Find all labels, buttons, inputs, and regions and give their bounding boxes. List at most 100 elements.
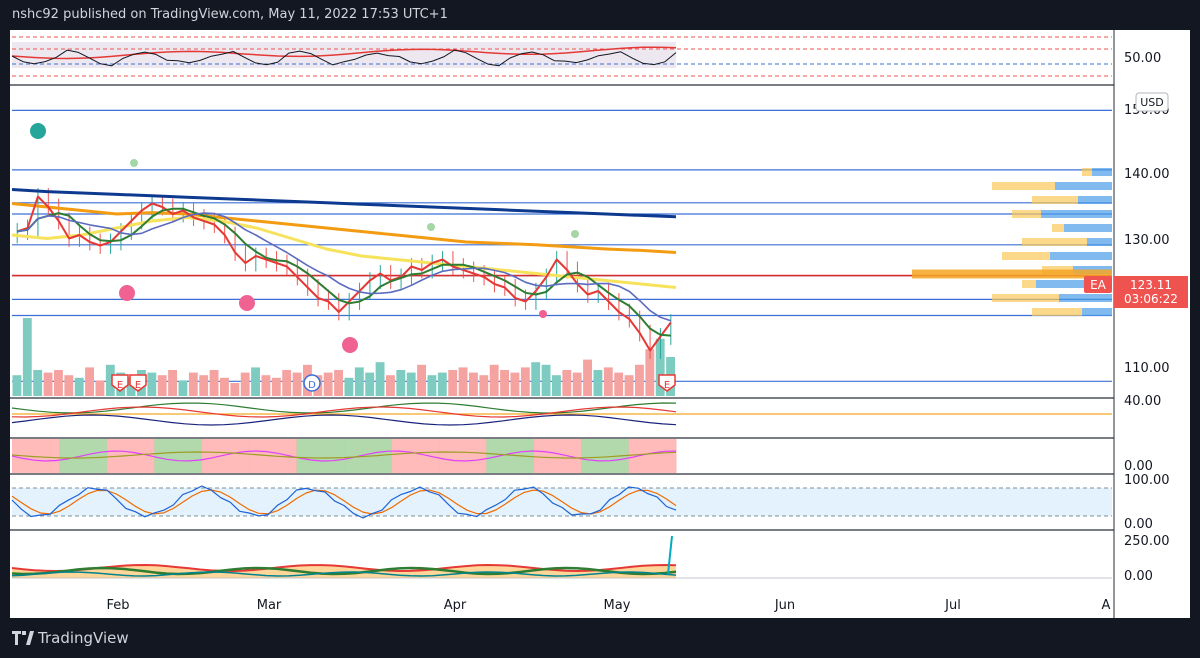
vp-blue-bar xyxy=(1055,182,1112,190)
main-y-tick-140: 140.00 xyxy=(1124,167,1170,182)
volume-bar xyxy=(240,372,250,396)
bottom-y-tick-0: 0.00 xyxy=(1124,569,1153,584)
signal-circle xyxy=(571,230,579,238)
signal-circle xyxy=(30,123,46,139)
volume-bar xyxy=(147,372,157,396)
tradingview-logo-icon xyxy=(12,631,34,645)
vp-blue-bar xyxy=(1064,224,1112,232)
vp-blue-bar xyxy=(1041,210,1112,218)
volume-bar xyxy=(220,377,229,396)
volume-bar xyxy=(386,375,395,396)
bottom-green-line xyxy=(11,566,677,576)
vp-poc-bar xyxy=(912,269,1112,279)
vp-blue-bar xyxy=(1050,252,1112,260)
regime-band xyxy=(438,439,487,473)
volume-bar xyxy=(168,370,177,396)
regime-band xyxy=(533,439,582,473)
volume-bar xyxy=(479,375,489,396)
main-y-tick-110: 110.00 xyxy=(1124,361,1170,376)
volume-bar xyxy=(603,367,613,396)
volume-bar xyxy=(251,367,260,396)
signal-circle xyxy=(119,285,135,301)
volume-bar xyxy=(572,372,582,396)
header-bar: nshc92 published on TradingView.com, May… xyxy=(0,0,1200,30)
signal-circle xyxy=(427,223,435,231)
stoch-k-line xyxy=(11,485,677,519)
volume-bar xyxy=(427,375,437,396)
volume-bar xyxy=(22,318,32,396)
signal-circle xyxy=(130,159,138,167)
volume-bar xyxy=(64,375,74,396)
earnings-marker xyxy=(658,374,676,392)
slow-line xyxy=(17,212,672,322)
vp-blue-bar xyxy=(1059,294,1112,302)
vp-orange-bar xyxy=(992,182,1055,190)
vp-blue-bar xyxy=(1082,308,1112,316)
volume-bar xyxy=(43,372,53,396)
volume-bar xyxy=(12,375,22,396)
volume-bar xyxy=(417,364,426,396)
volume-bar xyxy=(541,364,551,396)
earnings-marker xyxy=(111,374,129,392)
vp-blue-bar xyxy=(1092,168,1112,176)
volume-bar xyxy=(334,370,343,396)
vp-blue-bar xyxy=(1087,238,1112,246)
vp-orange-bar xyxy=(1012,210,1041,218)
vp-orange-bar xyxy=(1032,196,1078,204)
event-marker-label: E xyxy=(135,380,141,391)
volume-bar xyxy=(531,362,541,396)
bottom-y-tick-250: 250.00 xyxy=(1124,534,1170,549)
volume-bar xyxy=(230,383,240,396)
volume-bar xyxy=(437,372,447,396)
volume-bar xyxy=(489,364,499,396)
main-y-tick-130: 130.00 xyxy=(1124,233,1170,248)
signal-circle xyxy=(342,337,358,353)
footer-bar: TradingView xyxy=(0,618,1200,658)
vp-orange-bar xyxy=(1022,238,1087,246)
rsi-y-tick: 50.00 xyxy=(1124,51,1161,66)
volume-bar xyxy=(510,372,520,396)
volume-bar xyxy=(157,375,167,396)
volume-bar xyxy=(469,372,478,396)
chart-area[interactable] xyxy=(10,30,1114,618)
price-axis[interactable] xyxy=(1114,30,1190,618)
volume-bar xyxy=(552,375,561,396)
rsi-line xyxy=(11,49,677,67)
published-by-text: nshc92 published on TradingView.com, May… xyxy=(12,7,448,22)
volume-bar xyxy=(396,370,406,396)
volume-bar xyxy=(95,380,105,396)
volume-bar xyxy=(178,380,188,396)
vp-orange-bar xyxy=(1082,168,1092,176)
x-tick-label: Jun xyxy=(774,598,795,613)
volume-bar xyxy=(199,375,209,396)
volume-bar xyxy=(645,349,655,396)
regime-band xyxy=(201,439,250,473)
currency-box xyxy=(1135,92,1169,112)
vp-blue-bar xyxy=(1036,280,1112,288)
signal-circle xyxy=(239,295,255,311)
volume-bar xyxy=(261,375,271,396)
ma-100-line xyxy=(11,202,677,254)
volume-bar xyxy=(448,370,458,396)
regime-band xyxy=(296,439,345,473)
osc-line xyxy=(11,402,677,414)
bands-y-tick: 0.00 xyxy=(1124,459,1153,474)
tradingview-logo-text: TradingView xyxy=(38,629,129,647)
event-marker-label: E xyxy=(664,380,670,391)
bottom-red-line xyxy=(11,564,677,572)
x-tick-label: Apr xyxy=(444,598,467,613)
vp-orange-bar xyxy=(1052,224,1064,232)
volume-bar xyxy=(354,367,364,396)
currency-label: USD xyxy=(1140,96,1164,109)
symbol-badge-box xyxy=(1084,276,1112,293)
volume-bar xyxy=(614,372,624,396)
vp-orange-bar xyxy=(1032,308,1082,316)
volume-bar xyxy=(593,370,603,396)
osc-line xyxy=(11,414,677,426)
stoch-y-tick-100: 100.00 xyxy=(1124,473,1170,488)
volume-bar xyxy=(282,370,292,396)
regime-band xyxy=(154,439,203,473)
vp-blue-bar xyxy=(1078,196,1112,204)
smoothed-line xyxy=(17,207,671,337)
